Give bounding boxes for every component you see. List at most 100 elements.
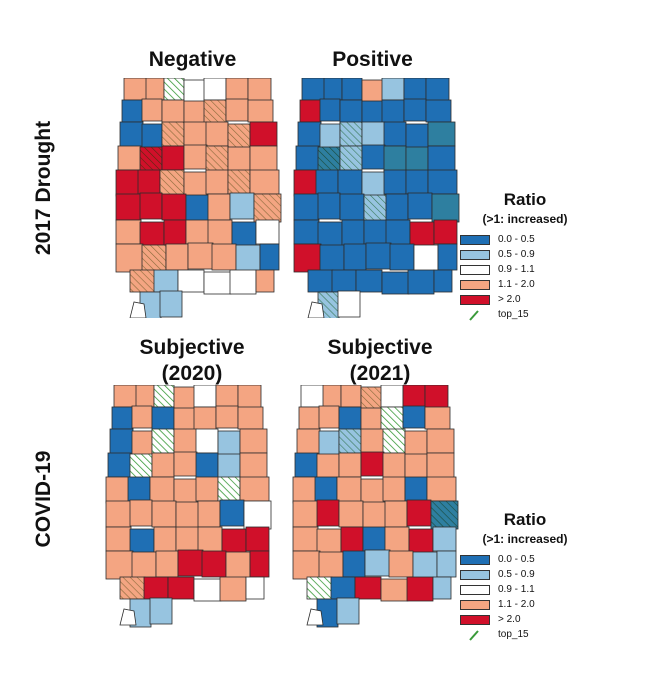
county: [111, 406, 134, 430]
county: [203, 99, 227, 125]
county: [402, 385, 426, 408]
county: [115, 243, 144, 273]
county: [183, 144, 208, 170]
county: [193, 406, 217, 432]
county: [360, 478, 385, 504]
county: [227, 146, 251, 172]
legend-item: 0.5 - 0.9: [460, 567, 590, 582]
county: [319, 98, 341, 122]
county: [173, 428, 198, 454]
county: [426, 428, 455, 454]
county: [360, 428, 385, 454]
row-label-covid: COVID-19: [32, 450, 55, 548]
county: [299, 99, 322, 123]
county: [245, 526, 270, 552]
county: [298, 406, 321, 430]
county: [123, 78, 148, 101]
county: [361, 144, 386, 170]
mobile-bay: [119, 608, 137, 626]
county: [407, 269, 435, 295]
county: [203, 78, 227, 101]
county: [408, 528, 434, 554]
county: [360, 386, 383, 410]
legend-label: > 2.0: [498, 614, 521, 625]
title-subjective-2020: Subjective (2020): [139, 336, 245, 385]
mobile-bay: [306, 608, 324, 626]
legend-label: 1.1 - 2.0: [498, 599, 535, 610]
county: [296, 428, 321, 456]
county: [137, 169, 161, 195]
county: [343, 243, 367, 271]
county: [161, 121, 185, 147]
legend-swatch: [460, 614, 490, 625]
county: [177, 549, 204, 577]
county: [292, 526, 319, 552]
legend-swatch: [460, 584, 490, 595]
county: [433, 219, 458, 245]
county: [425, 78, 450, 103]
county: [317, 221, 343, 247]
county: [253, 193, 282, 223]
legend-item: 0.9 - 1.1: [460, 262, 590, 277]
county: [237, 385, 262, 410]
county: [427, 169, 458, 195]
county: [225, 98, 249, 122]
county: [412, 551, 438, 579]
county: [195, 452, 219, 480]
legend-subtitle: (>1: increased): [482, 212, 568, 226]
county: [301, 78, 326, 101]
county: [432, 526, 457, 552]
county: [161, 145, 185, 171]
county: [239, 428, 268, 454]
county: [249, 145, 278, 173]
county: [318, 405, 340, 429]
county: [185, 194, 210, 222]
county: [151, 500, 177, 528]
county: [145, 78, 165, 101]
county: [105, 476, 130, 504]
county: [201, 550, 227, 578]
county: [338, 452, 362, 478]
county: [405, 146, 429, 172]
county: [317, 146, 341, 172]
map-negative: [115, 78, 282, 318]
county: [427, 121, 456, 147]
legend-item: > 2.0: [460, 612, 590, 627]
county: [425, 99, 452, 123]
county: [141, 123, 163, 149]
county: [229, 269, 257, 295]
county: [225, 78, 249, 101]
county: [129, 453, 153, 479]
legend-subtitle: (>1: increased): [482, 532, 568, 546]
legend-label: top_15: [498, 629, 529, 640]
county: [249, 550, 270, 578]
county: [143, 576, 169, 600]
county: [319, 244, 345, 272]
county: [292, 476, 317, 504]
mobile-bay: [129, 301, 147, 318]
legend-items: 0.0 - 0.5 0.5 - 0.9 0.9 - 1.1 1.1 - 2.0 > 2.…: [460, 552, 590, 642]
county: [229, 192, 255, 220]
county: [217, 430, 241, 456]
county: [135, 385, 155, 408]
county: [385, 219, 411, 247]
county: [360, 407, 383, 431]
legend-item-top15: top_15: [460, 627, 590, 642]
county: [119, 576, 146, 600]
county: [163, 78, 185, 101]
county: [363, 219, 388, 245]
county: [433, 269, 453, 293]
county: [362, 501, 387, 529]
title-positive: Positive: [332, 48, 413, 71]
legend-bottom: Ratio (>1: increased) 0.0 - 0.5 0.5 - 0.9…: [460, 510, 590, 642]
county: [337, 290, 361, 318]
county: [161, 193, 187, 221]
county: [183, 100, 206, 124]
county: [436, 550, 457, 578]
county: [381, 78, 405, 101]
county: [424, 385, 449, 410]
county: [141, 98, 163, 122]
county: [318, 551, 344, 579]
county: [382, 476, 406, 502]
county: [219, 576, 247, 602]
